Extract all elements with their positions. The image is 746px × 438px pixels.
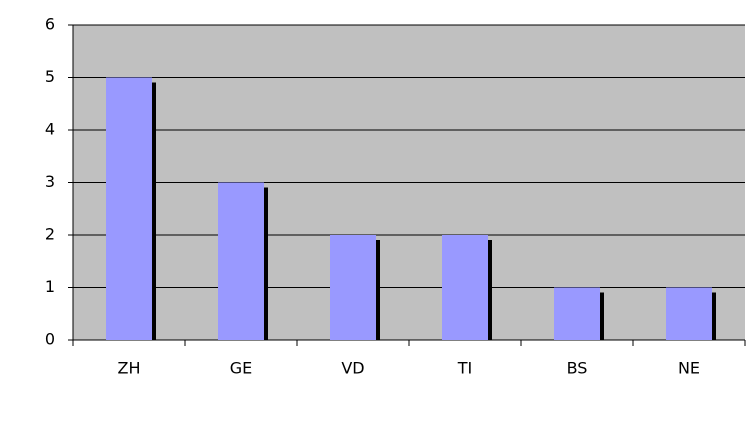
y-tick-label: 0 (45, 330, 55, 349)
bar-shadow (375, 240, 380, 340)
y-tick-label: 5 (45, 67, 55, 86)
bar-shadow (711, 292, 716, 340)
x-tick-label: VD (341, 359, 364, 378)
bar-shadow (263, 187, 268, 340)
bar (554, 287, 600, 340)
bar (666, 287, 712, 340)
x-tick-label: NE (678, 359, 700, 378)
bar-shadow (151, 82, 156, 340)
bar (106, 77, 152, 340)
y-tick-label: 1 (45, 277, 55, 296)
bar (330, 235, 376, 340)
bar-shadow (599, 292, 604, 340)
x-tick-label: BS (567, 359, 588, 378)
bar (442, 235, 488, 340)
bar (218, 182, 264, 340)
y-tick-label: 2 (45, 225, 55, 244)
x-tick-label: GE (230, 359, 253, 378)
x-tick-label: ZH (118, 359, 141, 378)
bar-shadow (487, 240, 492, 340)
y-tick-label: 4 (45, 120, 55, 139)
y-tick-label: 3 (45, 172, 55, 191)
x-tick-label: TI (457, 359, 473, 378)
y-tick-label: 6 (45, 15, 55, 34)
